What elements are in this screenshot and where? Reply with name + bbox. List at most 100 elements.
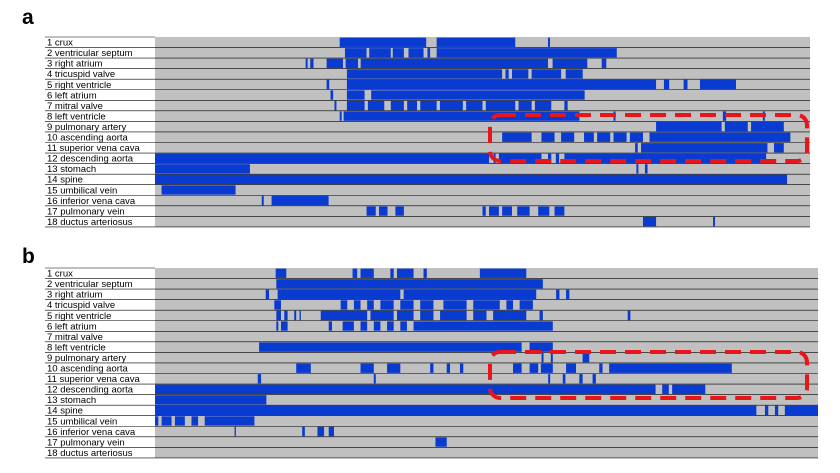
segment-bar [511,69,529,79]
segment-bar [479,268,527,278]
row-label: 13 stomach [47,395,96,406]
segment-bar [644,164,648,174]
row-label: 14 spine [47,406,83,417]
segment-bar [344,48,367,58]
row-label: 5 right ventricle [47,311,111,322]
segment-bar [155,384,656,394]
segment-bar [662,384,669,394]
segment-bar [155,395,267,405]
segment-bar [518,100,532,111]
segment-bar [473,310,487,321]
chart-row: 5 right ventricle [45,311,818,322]
segment-bar [294,310,297,321]
segment-bar [699,79,736,90]
chart-row: 17 pulmonary vein [45,206,810,217]
segment-bar [191,416,199,426]
row-label: 17 pulmonary vein [47,437,125,448]
segment-bar [502,206,512,216]
segment-bar [538,206,550,216]
segment-bar [466,100,483,111]
segment-bar [459,363,464,373]
chart-row: 6 left atrium [45,90,810,101]
segment-bar [439,100,463,111]
segment-bar [550,353,553,363]
chart-row: 10 ascending aorta [45,133,810,144]
segment-bar [397,268,414,278]
segment-bar [395,206,404,216]
row-label: 12 descending aorta [47,154,134,165]
segment-bar [360,321,368,331]
segment-bar [275,268,287,278]
chart-row: 2 ventricular septum [45,48,810,59]
segment-bar [609,363,732,373]
segment-bar [340,300,348,310]
panel-letter-b: b [22,245,35,268]
segment-bar [751,122,784,132]
segment-bar [430,363,434,373]
segment-bar [155,153,490,163]
segment-bar [387,321,394,331]
row-label: 6 left atrium [47,321,97,332]
segment-bar [352,268,358,278]
segment-bar [400,300,414,310]
chart-row: 7 mitral valve [45,101,810,112]
segment-bar [554,206,565,216]
segment-bar [271,195,329,206]
segment-bar [592,374,596,384]
segment-bar [379,206,388,216]
segment-bar [435,437,447,447]
segment-bar [627,310,631,321]
segment-bar [330,90,334,100]
segment-bar [360,363,374,373]
segment-bar [346,69,503,79]
segment-bar [436,37,516,47]
segment-bar [305,58,308,69]
segment-bar [403,289,537,300]
segment-bar [360,268,374,278]
segment-bar [529,363,539,373]
segment-bar [339,37,427,47]
chart-row: 12 descending aorta [45,154,810,165]
segment-bar [234,426,236,437]
segment-bar [656,122,722,132]
segment-bar [280,321,288,331]
segment-bar [541,132,555,142]
segment-bar [369,48,391,58]
row-label: 4 tricuspid valve [47,300,115,311]
segment-bar [259,342,522,352]
segment-bar [274,300,281,310]
segment-bar [601,58,607,69]
segment-bar [517,206,530,216]
chart-row: 6 left atrium [45,321,818,332]
panel-letter-a: a [22,6,34,29]
chart-row: 3 right atrium [45,290,818,301]
segment-bar [555,153,560,163]
segment-bar [548,153,552,163]
segment-bar [326,79,330,90]
segment-bar [346,79,657,90]
segment-bar [345,58,359,69]
row-label: 1 crux [47,38,73,49]
segment-bar [413,321,553,331]
chart-row: 4 tricuspid valve [45,69,810,80]
segment-bar [380,300,394,310]
segment-bar [346,90,365,100]
chart-row: 4 tricuspid valve [45,300,818,311]
segment-bar [443,300,467,310]
chart-row: 2 ventricular septum [45,279,818,290]
segment-bar [276,279,543,289]
segment-bar [485,100,516,111]
segment-bar [683,79,688,90]
segment-bar [326,58,343,69]
segment-bar [564,100,568,111]
segment-bar [276,310,281,321]
segment-bar [343,111,580,121]
row-label: 2 ventricular septum [47,279,133,290]
segment-bar [552,58,588,69]
row-label: 8 left ventricle [47,342,106,353]
segment-bar [649,132,791,142]
segment-bar [296,363,311,373]
segment-bar [328,426,335,437]
